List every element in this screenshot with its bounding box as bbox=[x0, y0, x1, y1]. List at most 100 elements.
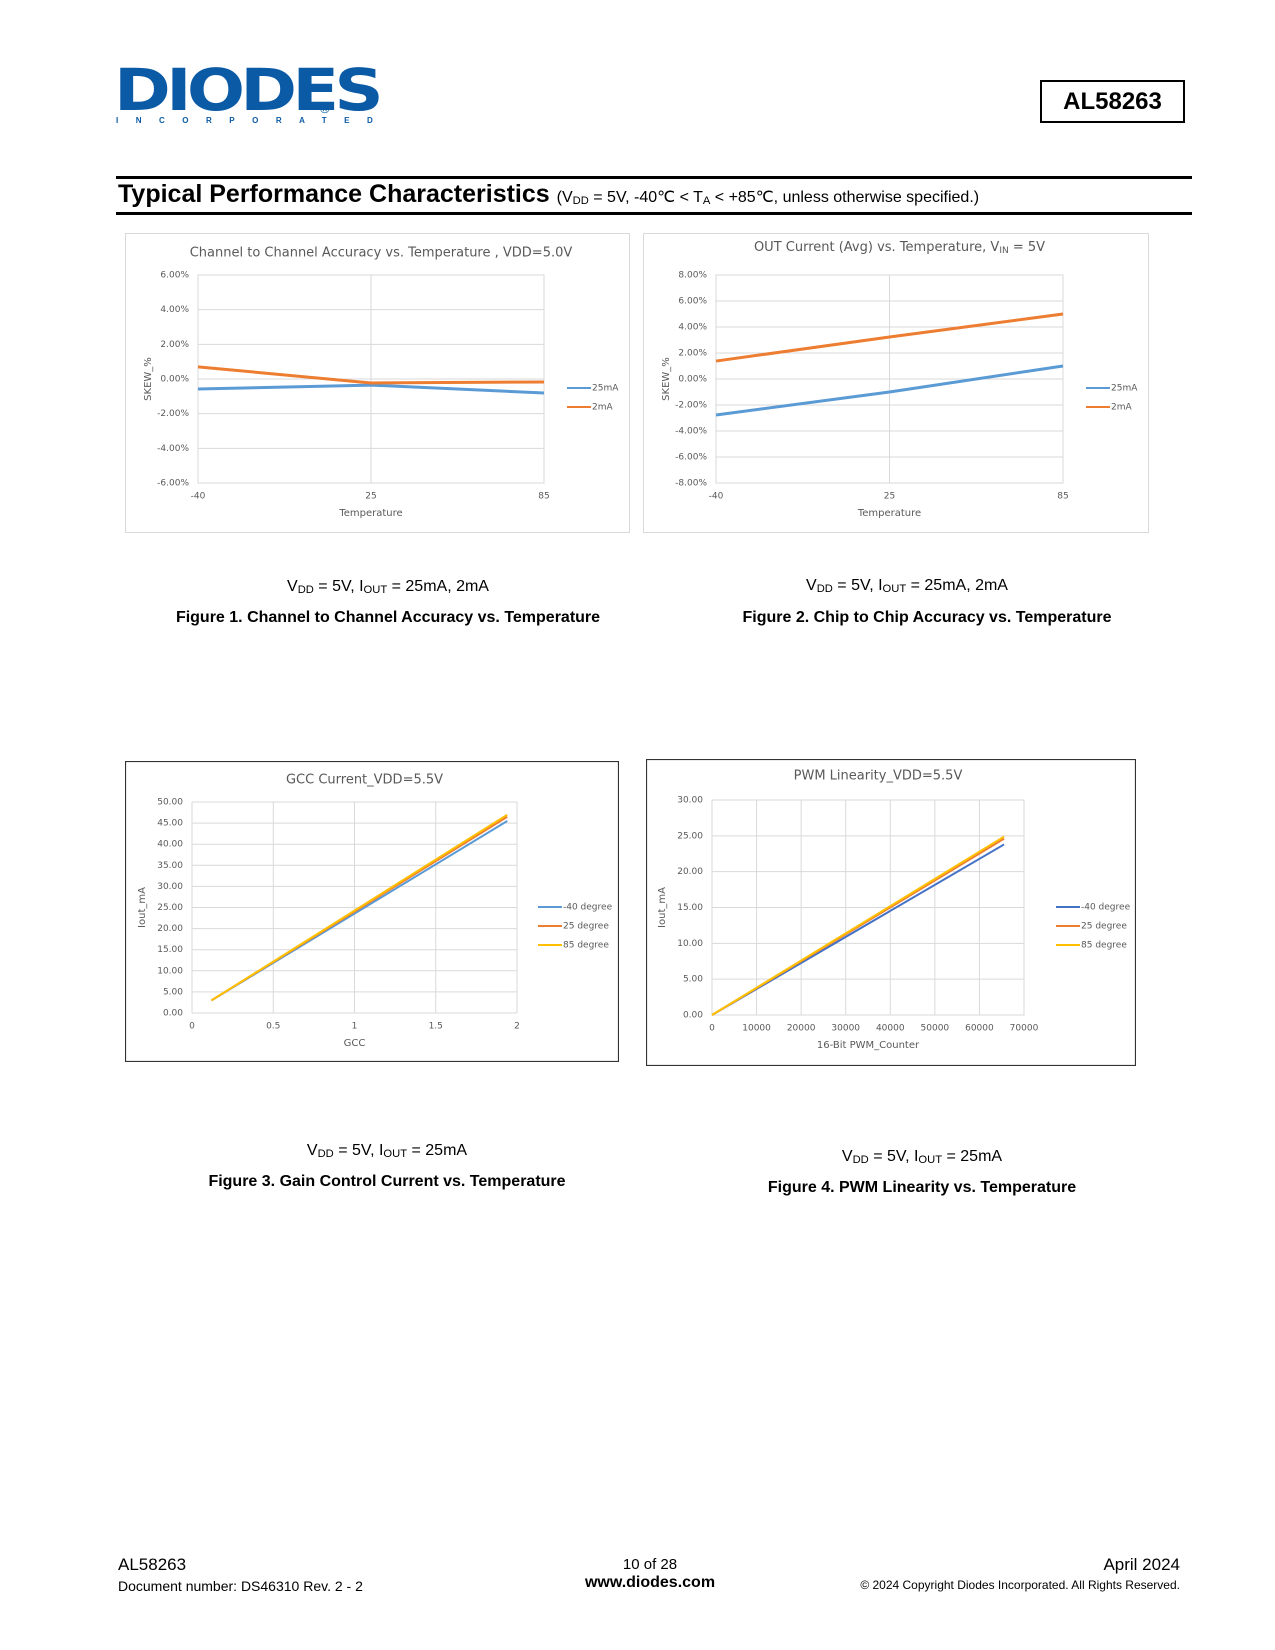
x-tick-label: 25 bbox=[884, 492, 895, 502]
y-tick-label: -2.00% bbox=[675, 401, 707, 411]
text-run: = 25mA bbox=[942, 1148, 1003, 1165]
y-tick-label: -4.00% bbox=[675, 427, 707, 437]
chart: OUT Current (Avg) vs. Temperature, VIN =… bbox=[643, 233, 1149, 533]
figure-title: Figure 2. Chip to Chip Accuracy vs. Temp… bbox=[742, 609, 1112, 626]
x-tick-label: 85 bbox=[1057, 492, 1068, 502]
y-tick-label: 8.00% bbox=[678, 271, 707, 281]
y-axis-label: Iout_mA bbox=[137, 887, 148, 928]
y-tick-label: 5.00 bbox=[683, 975, 703, 985]
x-tick-label: 40000 bbox=[876, 1024, 905, 1034]
chart-title: PWM Linearity_VDD=5.5V bbox=[794, 769, 963, 784]
subscript: DD bbox=[297, 584, 314, 596]
y-tick-label: 4.00% bbox=[678, 323, 707, 333]
chart: PWM Linearity_VDD=5.5V 0.00 5.00 10.00 15.00… bbox=[646, 759, 1136, 1066]
x-tick-label: 2 bbox=[514, 1022, 520, 1032]
rule bbox=[116, 212, 1192, 215]
x-axis-label: 16-Bit PWM_Counter bbox=[817, 1040, 920, 1051]
text-run: = 25mA, 2mA bbox=[387, 578, 489, 595]
figure-title: Figure 3. Gain Control Current vs. Tempe… bbox=[208, 1173, 566, 1190]
chart-title: OUT Current (Avg) vs. Temperature, VIN =… bbox=[754, 240, 1045, 256]
y-tick-label: 6.00% bbox=[678, 297, 707, 307]
y-tick-label: -6.00% bbox=[157, 479, 189, 489]
legend-label: -40 degree bbox=[1081, 903, 1131, 913]
x-axis-label: GCC bbox=[344, 1038, 366, 1049]
figure-conditions: VDD = 5V, IOUT = 25mA, 2mA bbox=[647, 577, 1167, 595]
text-run: < +85℃, unless otherwise specified.) bbox=[710, 189, 980, 206]
logo: DIODES bbox=[114, 56, 384, 124]
y-tick-label: 0.00% bbox=[160, 375, 189, 385]
x-tick-label: -40 bbox=[709, 492, 724, 502]
series-line bbox=[711, 835, 1005, 1016]
x-tick-label: 85 bbox=[538, 492, 549, 502]
chart-frame bbox=[125, 761, 619, 1062]
chart-title: GCC Current_VDD=5.5V bbox=[286, 773, 443, 788]
figure-conditions: VDD = 5V, IOUT = 25mA bbox=[127, 1142, 647, 1160]
footer-date: April 2024 bbox=[1103, 1555, 1180, 1574]
x-axis-label: Temperature bbox=[857, 508, 921, 519]
subscript: DD bbox=[572, 195, 589, 207]
figure-conditions: VDD = 5V, IOUT = 25mA bbox=[662, 1148, 1182, 1166]
y-axis-label: SKEW_% bbox=[143, 357, 154, 401]
x-tick-label: -40 bbox=[191, 492, 206, 502]
x-tick-label: 60000 bbox=[965, 1024, 994, 1034]
chart-frame bbox=[646, 759, 1136, 1066]
y-tick-label: -2.00% bbox=[157, 409, 189, 419]
legend-label: 2mA bbox=[1111, 403, 1132, 413]
footer-page: 10 of 28 bbox=[622, 1556, 678, 1573]
series-line bbox=[210, 813, 508, 1002]
text-run: = 5V, I bbox=[313, 578, 364, 595]
x-tick-label: 0.5 bbox=[266, 1022, 280, 1032]
text-run: = 25mA, 2mA bbox=[906, 577, 1008, 594]
subscript: OUT bbox=[918, 1154, 943, 1166]
x-tick-label: 70000 bbox=[1010, 1024, 1039, 1034]
series-line bbox=[715, 364, 1064, 417]
y-tick-label: 25.00 bbox=[157, 903, 183, 913]
x-tick-label: 10000 bbox=[742, 1024, 771, 1034]
text-run: = 5V, I bbox=[832, 577, 883, 594]
y-tick-label: 5.00 bbox=[163, 987, 183, 997]
y-tick-label: 0.00 bbox=[163, 1009, 183, 1019]
text-run: = 5V, -40℃ < T bbox=[588, 189, 703, 206]
legend-label: 25 degree bbox=[1081, 922, 1127, 932]
footer-copyright: © 2024 Copyright Diodes Incorporated. Al… bbox=[860, 1578, 1180, 1592]
legend-label: 25mA bbox=[592, 384, 619, 394]
chart: GCC Current_VDD=5.5V 0.00 5.00 10.00 15.00 2 0… bbox=[125, 761, 619, 1062]
y-tick-label: -8.00% bbox=[675, 479, 707, 489]
y-axis-label: Iout_mA bbox=[657, 887, 668, 928]
subscript: DD bbox=[852, 1154, 869, 1166]
legend-label: 2mA bbox=[592, 403, 613, 413]
x-tick-label: 20000 bbox=[787, 1024, 816, 1034]
rule bbox=[116, 176, 1192, 179]
subscript: DD bbox=[816, 583, 833, 595]
subscript: OUT bbox=[383, 1148, 408, 1160]
y-axis-label: SKEW_% bbox=[661, 357, 672, 401]
legend-label: 25mA bbox=[1111, 384, 1138, 394]
y-tick-label: 0.00% bbox=[678, 375, 707, 385]
y-tick-label: 35.00 bbox=[157, 861, 183, 871]
text-run: V bbox=[841, 1148, 853, 1165]
y-tick-label: 25.00 bbox=[677, 831, 703, 841]
subscript: IN bbox=[999, 246, 1008, 256]
plot-frame bbox=[711, 799, 1025, 1016]
chart-title: Channel to Channel Accuracy vs. Temperat… bbox=[190, 246, 573, 261]
y-tick-label: 15.00 bbox=[677, 903, 703, 913]
x-axis-label: Temperature bbox=[338, 508, 402, 519]
text-run: = 5V, I bbox=[333, 1142, 384, 1159]
x-tick-label: 30000 bbox=[831, 1024, 860, 1034]
text-run: V bbox=[287, 578, 298, 595]
text-run: (V bbox=[556, 189, 573, 206]
y-tick-label: -6.00% bbox=[675, 453, 707, 463]
section-heading: Typical Performance Characteristics bbox=[118, 180, 550, 208]
subscript: OUT bbox=[363, 584, 388, 596]
text-run: V bbox=[806, 577, 817, 594]
text-run: V bbox=[306, 1142, 318, 1159]
x-tick-label: 0 bbox=[189, 1022, 195, 1032]
y-tick-label: 15.00 bbox=[157, 945, 183, 955]
y-tick-label: 2.00% bbox=[160, 340, 189, 350]
title-run: OUT Current (Avg) vs. Temperature, V bbox=[754, 240, 999, 255]
y-tick-label: 10.00 bbox=[157, 966, 183, 976]
subscript: OUT bbox=[882, 583, 907, 595]
footer-url[interactable]: www.diodes.com bbox=[584, 1574, 716, 1591]
legend-label: 85 degree bbox=[563, 941, 609, 951]
